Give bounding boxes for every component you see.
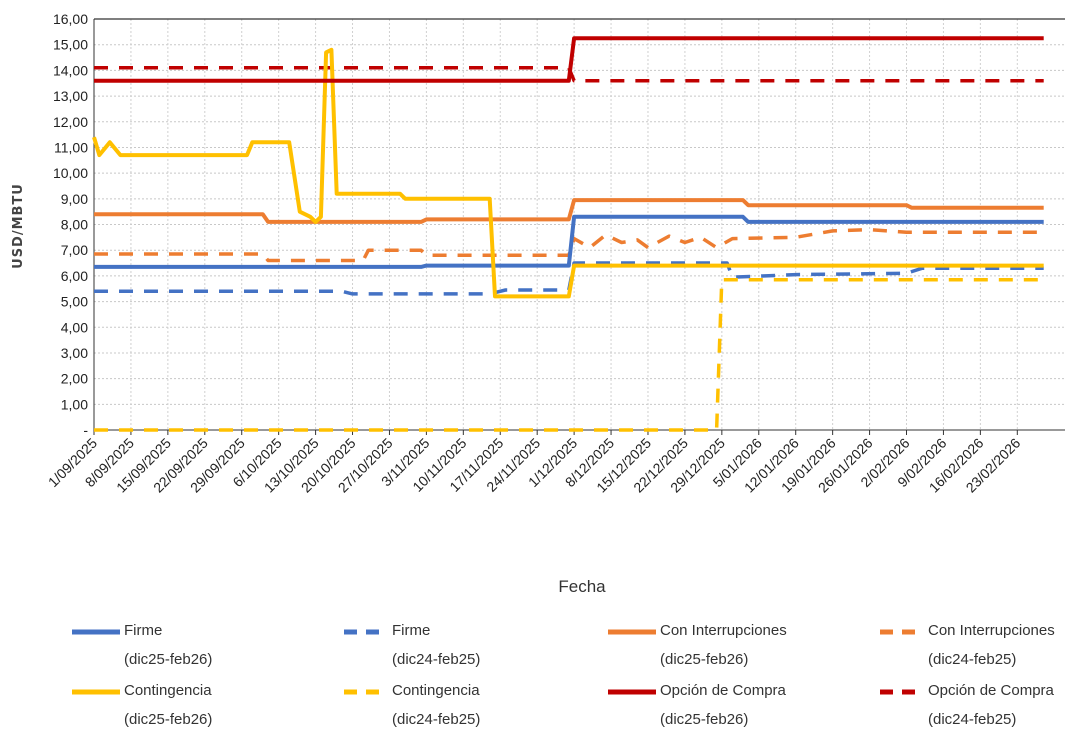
series-line-contingencia-solid: [92, 47, 1044, 299]
line-chart: - 1,00 2,00 3,00 4,00 5,00 6,00 7,00 8,00 9,00 10,…: [11, 11, 1065, 596]
legend-label-period: (dic25-feb26): [660, 651, 749, 668]
x-axis-label: Fecha: [558, 577, 606, 596]
legend-label-period: (dic24-feb25): [928, 711, 1017, 728]
legend-swatch: [344, 689, 388, 695]
legend-item: Con Interrupciones (dic24-feb25): [874, 622, 1069, 678]
legend-label-period: (dic24-feb25): [392, 651, 481, 668]
y-tick-label: 13,00: [53, 88, 88, 104]
y-tick-label: 3,00: [61, 345, 88, 361]
legend-swatch: [880, 689, 924, 695]
legend-label: Con Interrupciones: [928, 622, 1055, 639]
legend-item: Opción de Compra (dic24-feb25): [874, 682, 1069, 738]
series-line-firme-dashed: [94, 261, 1044, 296]
legend-label-period: (dic24-feb25): [928, 651, 1017, 668]
legend-item: Con Interrupciones (dic25-feb26): [606, 622, 866, 678]
y-tick-label: 14,00: [53, 62, 88, 78]
y-tick-label: 5,00: [61, 294, 88, 310]
legend-swatch: [72, 629, 120, 635]
y-tick-label: 15,00: [53, 37, 88, 53]
y-tick-label: 2,00: [61, 371, 88, 387]
series-line-firme-solid: [94, 214, 1044, 269]
legend-item: Contingencia (dic24-feb25): [338, 682, 598, 738]
legend-label: Firme: [124, 622, 163, 639]
legend-swatch: [608, 629, 656, 635]
legend-item: Contingencia (dic25-feb26): [70, 682, 330, 738]
legend-label-period: (dic25-feb26): [124, 651, 213, 668]
y-tick-label: 1,00: [61, 396, 88, 412]
series-line-contingencia-dashed: [94, 277, 1044, 432]
y-tick-labels: - 1,00 2,00 3,00 4,00 5,00 6,00 7,00 8,00 9,00 10,…: [53, 11, 88, 438]
y-tick-label: 6,00: [61, 268, 88, 284]
legend-label: Contingencia: [124, 682, 212, 699]
gridlines: [93, 18, 1065, 430]
y-tick-label: 16,00: [53, 11, 88, 27]
legend-label-period: (dic24-feb25): [392, 711, 481, 728]
y-tick-label: 12,00: [53, 114, 88, 130]
series-lines: [92, 36, 1044, 432]
legend-label: Firme: [392, 622, 431, 639]
y-tick-label: 11,00: [54, 139, 88, 155]
legend-swatch: [608, 689, 656, 695]
y-tick-label: -: [83, 422, 88, 438]
y-tick-label: 4,00: [61, 319, 88, 335]
legend-swatch: [72, 689, 120, 695]
y-tick-label: 9,00: [61, 191, 88, 207]
series-line-opci-n-de-compra-solid: [94, 36, 1044, 83]
y-tick-label: 7,00: [61, 242, 88, 258]
legend-item: Firme (dic24-feb25): [338, 622, 598, 678]
legend-label: Opción de Compra: [660, 682, 786, 699]
legend-item: Opción de Compra (dic25-feb26): [606, 682, 866, 738]
legend-label-period: (dic25-feb26): [660, 711, 749, 728]
legend-label-period: (dic25-feb26): [124, 711, 213, 728]
series-line-con-interrupciones-dashed: [94, 227, 1044, 263]
legend-label: Contingencia: [392, 682, 480, 699]
series-line-con-interrupciones-solid: [94, 198, 1044, 224]
legend-swatch: [344, 629, 388, 635]
y-tick-label: 10,00: [53, 165, 88, 181]
legend: Firme (dic25-feb26) Firme (dic24-feb25) …: [0, 615, 1069, 736]
y-tick-label: 8,00: [61, 217, 88, 233]
legend-label: Opción de Compra: [928, 682, 1054, 699]
y-axis-label: USD/MBTU: [11, 183, 26, 269]
legend-swatch: [880, 629, 924, 635]
legend-item: Firme (dic25-feb26): [70, 622, 330, 678]
legend-label: Con Interrupciones: [660, 622, 787, 639]
x-tick-labels: 1/09/20258/09/202515/09/202522/09/202529…: [45, 435, 1024, 496]
